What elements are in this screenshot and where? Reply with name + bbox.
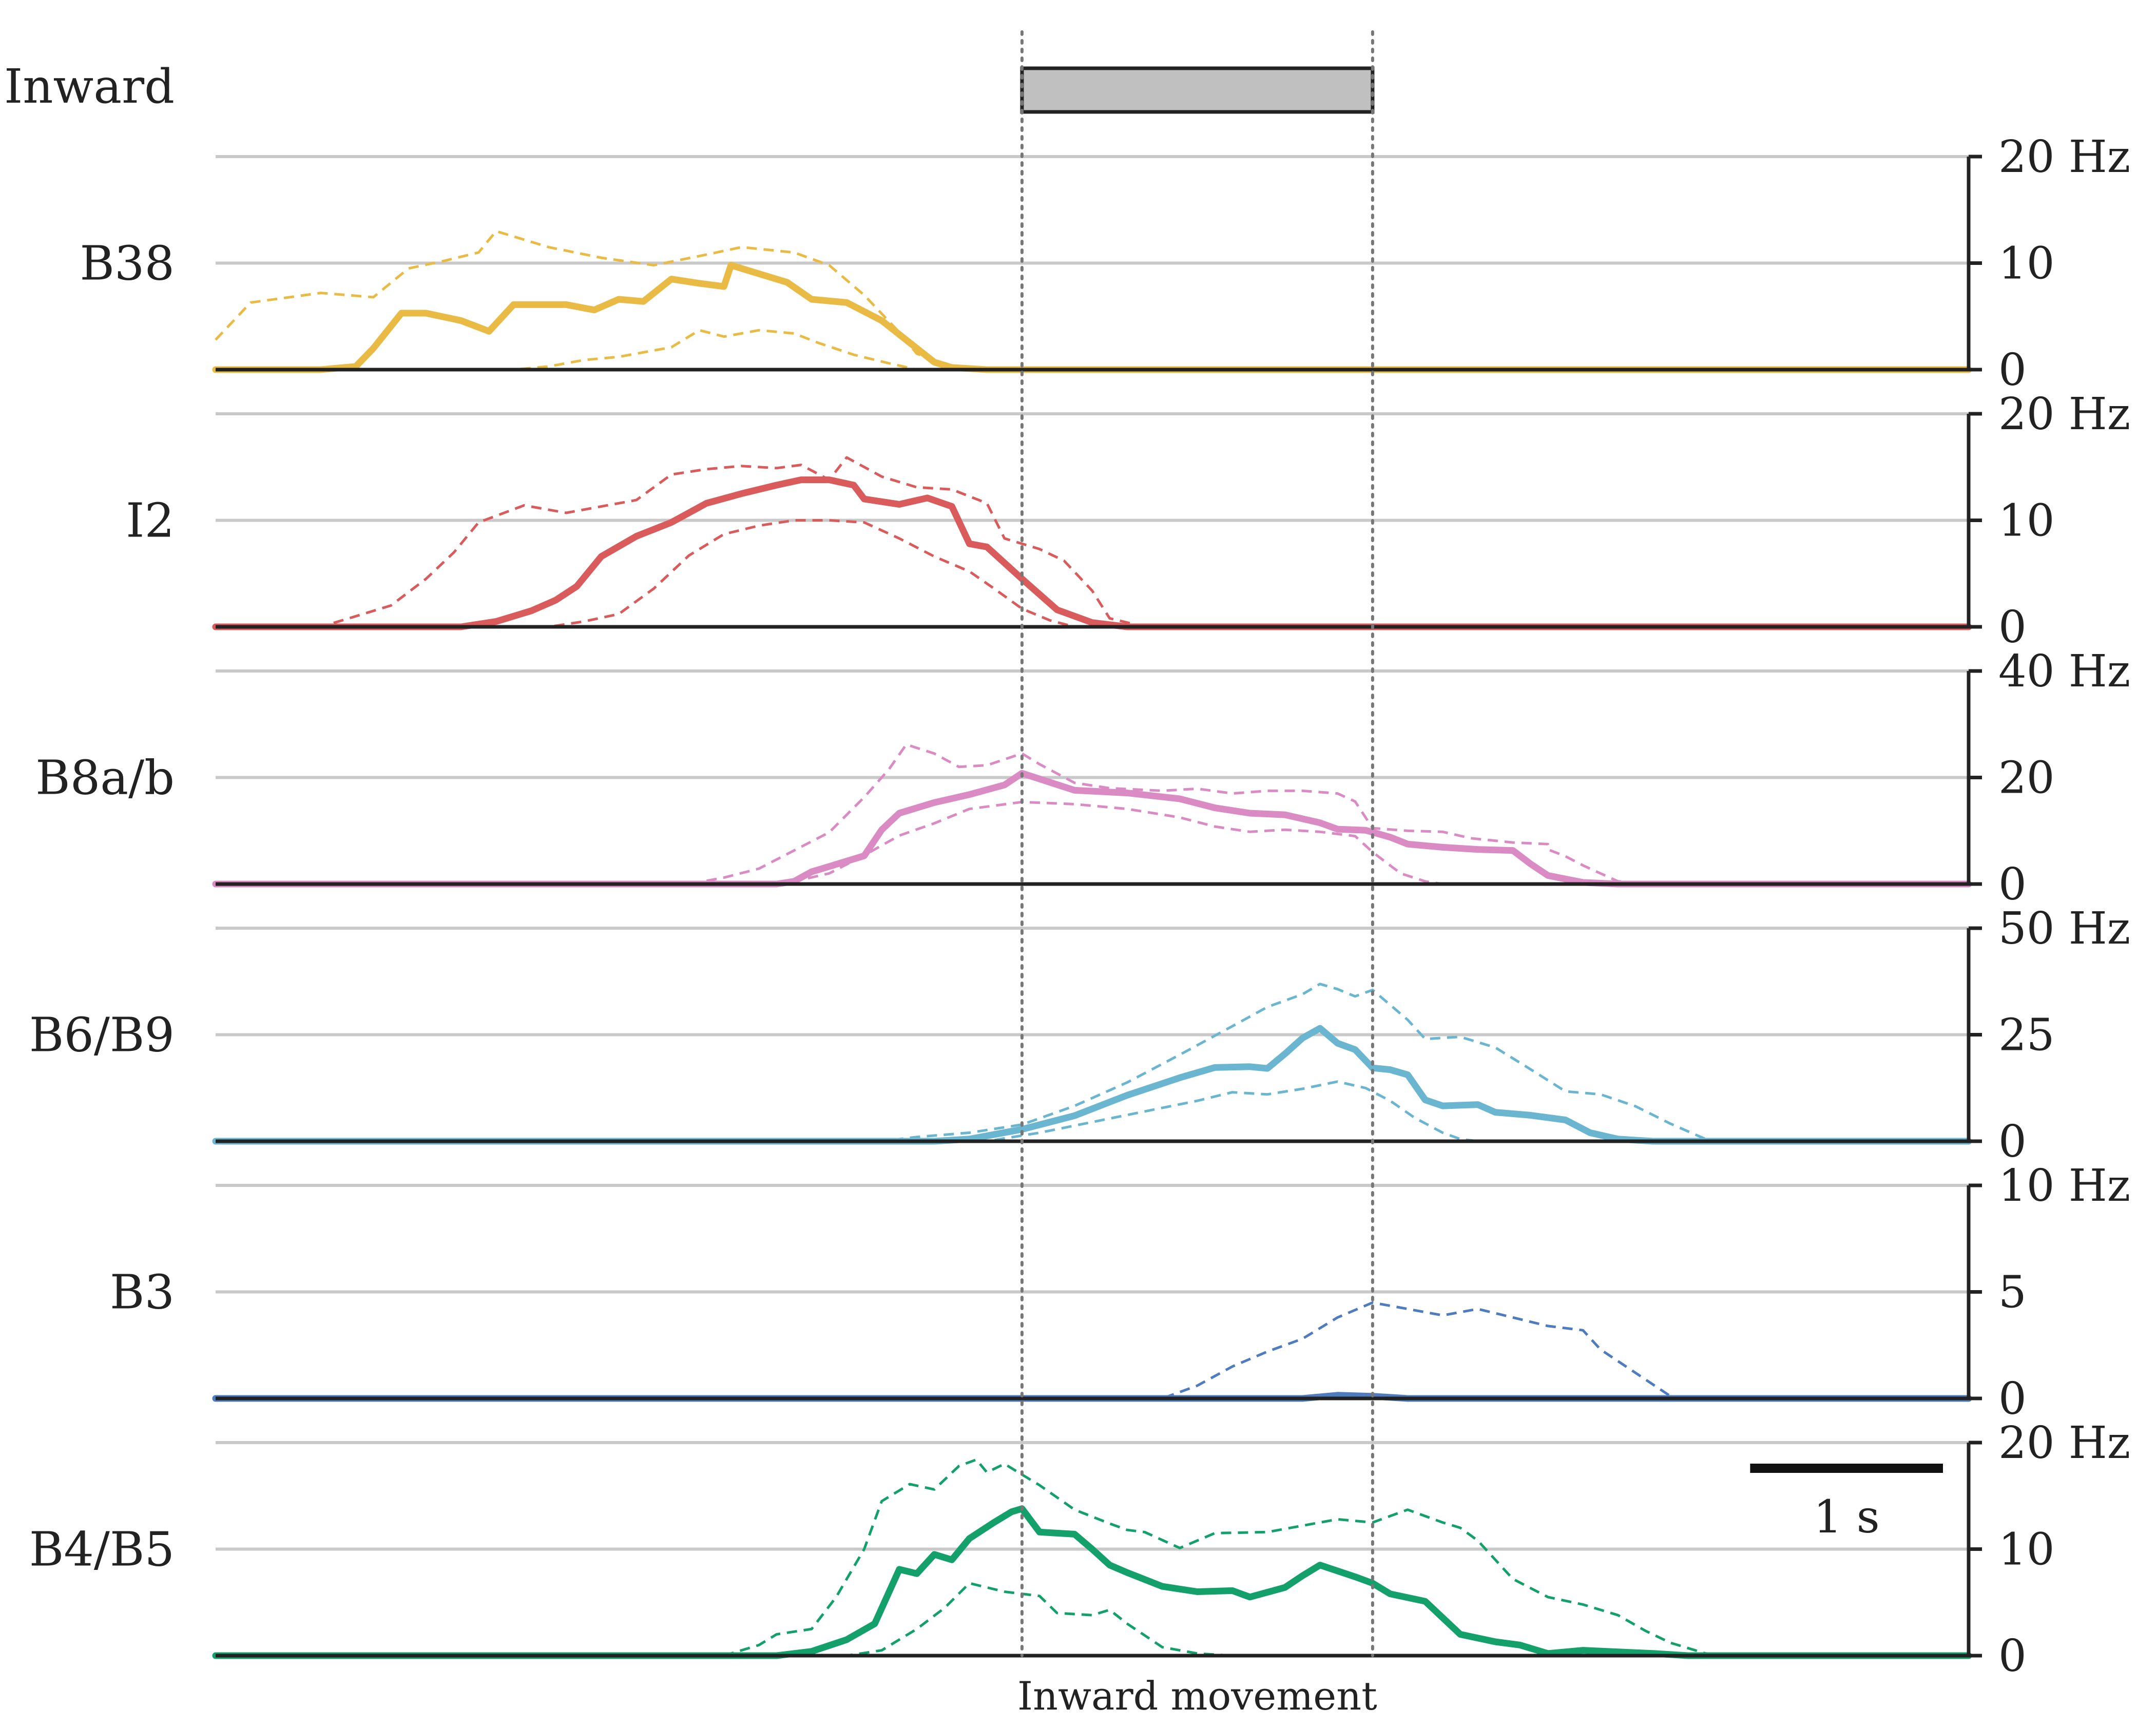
panel-b8a-b: 0 20 40 Hz B8a/b bbox=[35, 646, 2130, 910]
b8a-b-mean-line bbox=[212, 770, 1972, 888]
i2-mean-line bbox=[212, 476, 1972, 630]
y-tick-label: 0 bbox=[1998, 602, 2027, 653]
y-tick-label: 0 bbox=[1998, 1630, 2027, 1682]
y-tick-label: 10 Hz bbox=[1998, 1160, 2130, 1212]
row-label-i2: I2 bbox=[126, 493, 175, 548]
b8a-b-upper-bound-line bbox=[216, 743, 1969, 886]
panel-b6-b9: 0 25 50 Hz B6/B9 bbox=[29, 903, 2130, 1167]
overlay: 1 s Inward movement bbox=[1017, 30, 1943, 1719]
b38-mean-line bbox=[212, 262, 1972, 373]
y-tick-label: 20 Hz bbox=[1998, 1417, 2130, 1469]
panel-b3: 0 5 10 Hz B3 bbox=[110, 1160, 2130, 1425]
i2-upper-bound-line bbox=[216, 456, 1969, 628]
b6-b9-lower-bound-line bbox=[216, 1080, 1969, 1143]
y-tick-label: 40 Hz bbox=[1998, 646, 2130, 697]
y-tick-label: 10 bbox=[1998, 1524, 2054, 1576]
b38-lower-bound-line bbox=[216, 329, 1969, 371]
b38-upper-bound-line bbox=[215, 229, 1969, 371]
b6-b9-upper-bound-line bbox=[216, 983, 1969, 1143]
i2-lower-bound-line bbox=[216, 519, 1969, 628]
row-label-b6-b9: B6/B9 bbox=[29, 1008, 175, 1063]
b4-b5-upper-bound-line bbox=[216, 1458, 1969, 1657]
row-label-b8a-b: B8a/b bbox=[35, 751, 175, 805]
stimulus-label: Inward bbox=[4, 59, 175, 114]
y-tick-label: 5 bbox=[1998, 1267, 2027, 1318]
x-axis-label: Inward movement bbox=[1017, 1673, 1377, 1719]
stimulus-indicator: Inward bbox=[4, 59, 1375, 114]
y-tick-label: 20 Hz bbox=[1998, 131, 2130, 183]
time-scalebar-label: 1 s bbox=[1814, 1490, 1880, 1543]
b4-b5-lower-bound-line bbox=[216, 1582, 1969, 1657]
b3-upper-bound-line bbox=[216, 1301, 1969, 1400]
y-tick-label: 0 bbox=[1998, 344, 2027, 396]
row-label-b4-b5: B4/B5 bbox=[29, 1522, 175, 1577]
b6-b9-mean-line bbox=[212, 1025, 1972, 1145]
y-tick-label: 10 bbox=[1998, 238, 2054, 290]
b4-b5-mean-line bbox=[212, 1505, 1972, 1659]
y-tick-label: 0 bbox=[1998, 1373, 2027, 1425]
b8a-b-lower-bound-line bbox=[216, 800, 1969, 886]
y-tick-label: 20 Hz bbox=[1998, 389, 2130, 440]
panel-b4-b5: 0 10 20 Hz B4/B5 bbox=[29, 1417, 2130, 1682]
y-tick-label: 0 bbox=[1998, 859, 2027, 910]
y-tick-label: 10 bbox=[1998, 495, 2054, 547]
y-tick-label: 50 Hz bbox=[1998, 903, 2130, 954]
panel-i2: 0 10 20 Hz I2 bbox=[126, 389, 2130, 653]
row-label-b3: B3 bbox=[110, 1265, 175, 1320]
panel-b38: 0 10 20 Hz B38 bbox=[80, 131, 2130, 396]
row-label-b38: B38 bbox=[80, 236, 175, 291]
y-tick-label: 20 bbox=[1998, 753, 2054, 804]
y-tick-label: 25 bbox=[1998, 1010, 2054, 1061]
stimulus-bar bbox=[1020, 66, 1375, 114]
y-tick-label: 0 bbox=[1998, 1116, 2027, 1167]
